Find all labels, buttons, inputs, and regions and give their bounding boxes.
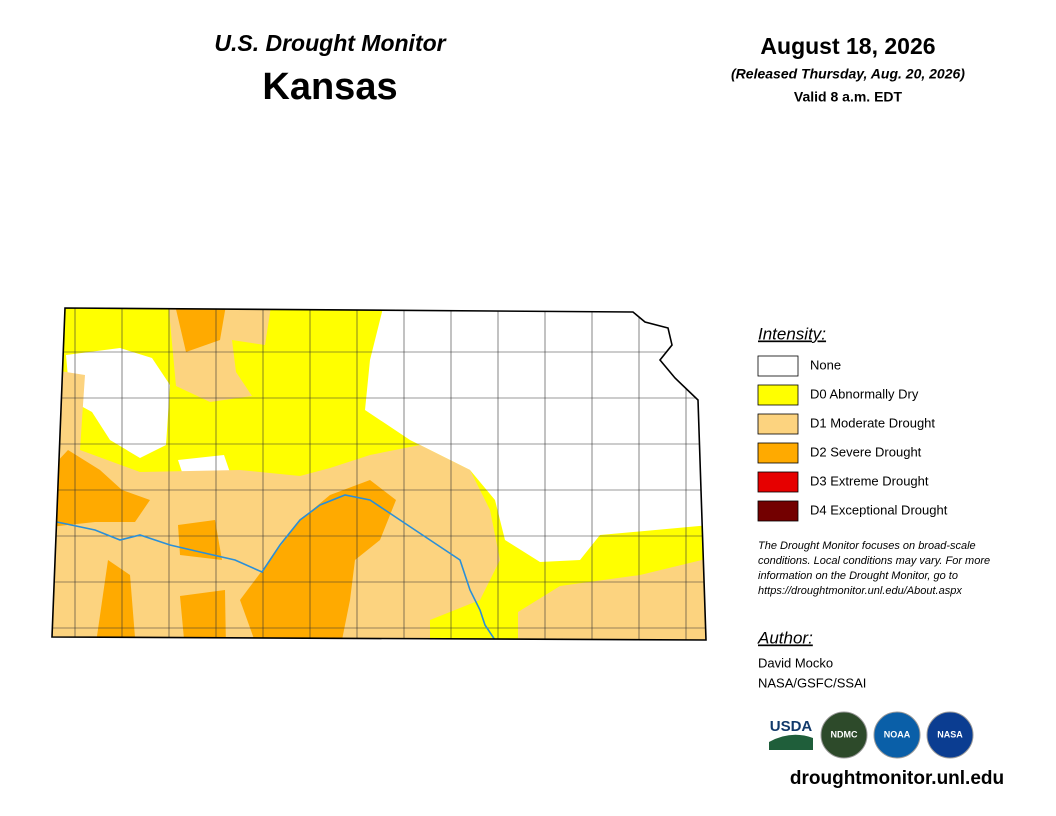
map-date: August 18, 2026 [760, 33, 935, 59]
valid-time: Valid 8 a.m. EDT [794, 89, 903, 105]
author-org: NASA/GSFC/SSAI [758, 675, 866, 690]
state-map [52, 308, 706, 640]
logo-text: NOAA [884, 729, 911, 739]
legend-label: None [810, 357, 841, 372]
logo-circle [926, 711, 974, 759]
note-line: information on the Drought Monitor, go t… [758, 570, 958, 582]
legend: None D0 Abnormally Dry D1 Moderate Drought… [757, 355, 948, 522]
legend-title: Intensity: [758, 324, 826, 343]
note-line: conditions. Local conditions may vary. F… [758, 555, 990, 567]
legend-swatch [757, 500, 799, 522]
logo-shape [769, 734, 813, 750]
legend-label: D4 Exceptional Drought [810, 502, 948, 517]
title: U.S. Drought Monitor [214, 30, 446, 56]
region-d2 [52, 450, 150, 528]
note-line: The Drought Monitor focuses on broad-sca… [758, 540, 976, 552]
logo-text: USDA [770, 718, 813, 735]
region-d2 [178, 520, 222, 560]
legend-swatch [757, 471, 799, 493]
region-d1 [52, 368, 500, 640]
logo-text: NASA [937, 729, 963, 739]
legend-swatch [757, 384, 799, 406]
state-outline [51, 307, 707, 641]
county-lines [52, 308, 706, 640]
legend-swatch [757, 413, 799, 435]
note: The Drought Monitor focuses on broad-sca… [758, 540, 990, 597]
region-d1 [518, 558, 706, 640]
legend-swatch [757, 442, 799, 464]
author-name: David Mocko [758, 655, 833, 670]
website: droughtmonitor.unl.edu [790, 768, 1004, 789]
region-d2 [180, 590, 226, 640]
legend-label: D1 Moderate Drought [810, 415, 935, 430]
logo-circle [873, 711, 921, 759]
author-title: Author: [757, 628, 813, 647]
river [56, 494, 496, 640]
logo-text: NDMC [831, 729, 858, 739]
logos: USDA NDMC NOAA NASA [767, 711, 974, 759]
legend-label: D3 Extreme Drought [810, 473, 929, 488]
logo-circle [820, 711, 868, 759]
region-d2 [175, 308, 226, 352]
legend-swatch [757, 355, 799, 377]
region-none [66, 348, 170, 458]
note-line: https://droughtmonitor.unl.edu/About.asp… [758, 585, 962, 597]
region-d2 [95, 560, 136, 640]
state-name: Kansas [262, 66, 397, 108]
release-date: (Released Thursday, Aug. 20, 2026) [731, 66, 965, 82]
legend-label: D2 Severe Drought [810, 444, 922, 459]
legend-label: D0 Abnormally Dry [810, 386, 919, 401]
